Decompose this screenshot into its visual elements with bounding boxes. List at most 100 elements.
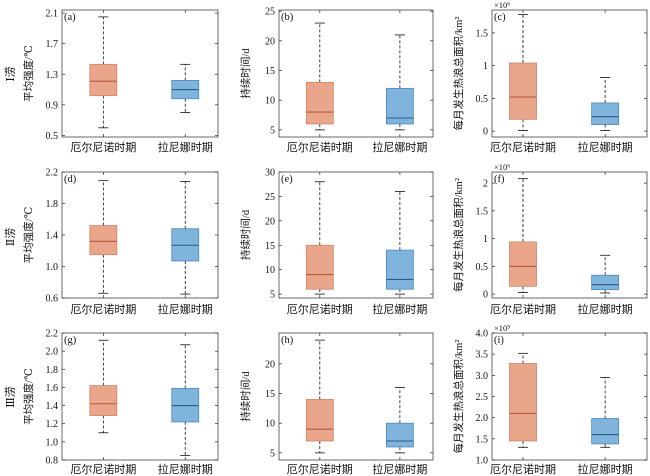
box-iqr	[385, 249, 414, 290]
row-label-2: Ⅱ涝	[4, 228, 17, 246]
panel-label: (g)	[64, 335, 77, 346]
category-label: 厄尔尼诺时期	[70, 141, 136, 154]
category-label: 厄尔尼诺时期	[287, 463, 353, 476]
panel-label: (a)	[64, 12, 76, 23]
y-tick-label: 2.5	[476, 392, 489, 403]
category-label: 厄尔尼诺时期	[287, 303, 353, 316]
box-el-nino	[305, 339, 334, 454]
category-label: 拉尼娜时期	[158, 140, 213, 154]
box-el-nino	[509, 178, 537, 293]
plot-frame	[491, 9, 648, 138]
panel-label: (f)	[494, 174, 505, 185]
y-tick-label: 1.2	[46, 419, 59, 430]
y-axis-label: 每月发生热浪总面积/km²	[452, 17, 465, 131]
box-iqr	[89, 385, 118, 416]
y-axis-label: 每月发生热浪总面积/km²	[452, 178, 465, 292]
y-tick-label: 1.4	[46, 401, 59, 412]
box-la-nina	[591, 254, 620, 294]
box-iqr	[385, 87, 414, 125]
y-tick-label: 0.9	[46, 100, 59, 111]
y-tick-label: 15	[265, 389, 275, 400]
plot-frame	[278, 332, 434, 461]
box-iqr	[305, 399, 334, 442]
y-tick-label: 25	[265, 192, 275, 203]
y-tick-label: 1.5	[476, 206, 489, 217]
category-label: 拉尼娜时期	[578, 302, 633, 316]
y-tick-label: 10	[265, 96, 275, 107]
y-axis-multiplier: ×10⁵	[494, 323, 510, 333]
panel-h: 厄尔尼诺时期 拉尼娜时期 5 10 15 20 (h) 持续时间/d	[239, 332, 434, 476]
y-tick-label: 0.6	[46, 294, 59, 305]
y-tick-label: 10	[265, 265, 275, 276]
box-iqr	[305, 82, 334, 125]
category-label: 拉尼娜时期	[578, 140, 633, 154]
y-tick-label: 2.0	[46, 347, 59, 358]
panel-label: (i)	[494, 335, 504, 346]
y-tick-label: 0.5	[46, 131, 59, 142]
category-label: 厄尔尼诺时期	[490, 463, 556, 476]
y-tick-label: 2.1	[46, 9, 59, 20]
y-tick-label: 2	[483, 179, 488, 190]
category-label: 厄尔尼诺时期	[490, 141, 556, 154]
category-label: 拉尼娜时期	[372, 462, 427, 476]
panel-e: 厄尔尼诺时期 拉尼娜时期 5 10 15 20 25 30 (e) 持续时间/d	[239, 168, 434, 316]
y-tick-label: 5	[270, 448, 275, 459]
y-tick-label: 25	[265, 7, 275, 18]
box-el-nino	[305, 22, 334, 131]
panel-d: 厄尔尼诺时期 拉尼娜时期 0.6 1.0 1.4 1.8 2.2 (d) 平均强度/℃	[22, 168, 219, 316]
category-label: 厄尔尼诺时期	[490, 303, 556, 316]
box-el-nino	[509, 352, 537, 448]
category-label: 拉尼娜时期	[372, 140, 427, 154]
box-la-nina	[385, 34, 414, 131]
y-tick-label: 1.5	[476, 28, 489, 39]
category-label: 拉尼娜时期	[372, 302, 427, 316]
plot-frame	[61, 9, 219, 138]
y-tick-label: 2.0	[476, 413, 489, 424]
category-label: 厄尔尼诺时期	[287, 141, 353, 154]
box-el-nino	[509, 14, 537, 131]
plot-frame	[491, 332, 648, 461]
box-la-nina	[385, 387, 414, 454]
box-iqr	[591, 102, 620, 125]
box-iqr	[89, 225, 118, 256]
box-el-nino	[89, 339, 118, 434]
panel-label: (e)	[281, 174, 293, 185]
plot-frame	[61, 332, 219, 461]
y-axis-label: 每月发生热浪总面积/km²	[452, 340, 465, 454]
y-tick-label: 3.0	[476, 371, 489, 382]
box-la-nina	[171, 344, 200, 456]
panel-label: (h)	[281, 335, 294, 346]
y-tick-label: 5	[270, 125, 275, 136]
y-tick-label: 1	[483, 61, 488, 72]
plot-frame	[61, 171, 219, 299]
box-la-nina	[385, 191, 414, 295]
panel-a: 厄尔尼诺时期 拉尼娜时期 0.5 0.9 1.3 1.7 2.1 (a) 平均强度/℃	[22, 9, 219, 154]
plot-frame	[278, 9, 434, 138]
box-iqr	[89, 63, 118, 97]
panel-c: 厄尔尼诺时期 拉尼娜时期 0 0.5 1 1.5 (c) 每月发生热浪总面积/km² ×10⁶	[452, 0, 648, 154]
y-tick-label: 2.2	[46, 168, 59, 179]
y-tick-label: 0	[483, 127, 488, 138]
y-tick-label: 20	[265, 216, 275, 227]
y-tick-label: 1.0	[476, 456, 489, 467]
row-label-1: Ⅰ涝	[4, 66, 17, 81]
category-label: 拉尼娜时期	[158, 302, 213, 316]
y-tick-label: 2.2	[46, 329, 59, 340]
y-axis-multiplier: ×10⁶	[494, 0, 510, 10]
y-tick-label: 1.7	[46, 39, 59, 50]
box-iqr	[591, 274, 620, 291]
y-axis-label: 平均强度/℃	[22, 368, 35, 425]
y-tick-label: 30	[265, 168, 275, 179]
y-tick-label: 0.5	[476, 262, 489, 273]
y-tick-label: 0	[483, 290, 488, 301]
y-tick-label: 1.8	[46, 365, 59, 376]
panel-label: (b)	[281, 12, 294, 23]
y-tick-label: 1.0	[46, 262, 59, 273]
y-tick-label: 15	[265, 241, 275, 252]
y-axis-label: 持续时间/d	[239, 371, 252, 422]
box-iqr	[509, 62, 537, 120]
box-iqr	[591, 418, 620, 445]
panel-label: (c)	[494, 12, 506, 23]
y-axis-label: 平均强度/℃	[22, 206, 35, 263]
y-tick-label: 4.0	[476, 329, 489, 340]
